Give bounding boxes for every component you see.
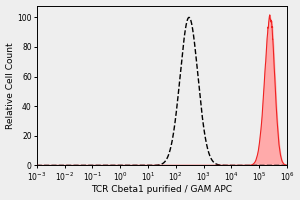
X-axis label: TCR Cbeta1 purified / GAM APC: TCR Cbeta1 purified / GAM APC xyxy=(91,185,232,194)
Y-axis label: Relative Cell Count: Relative Cell Count xyxy=(6,42,15,129)
